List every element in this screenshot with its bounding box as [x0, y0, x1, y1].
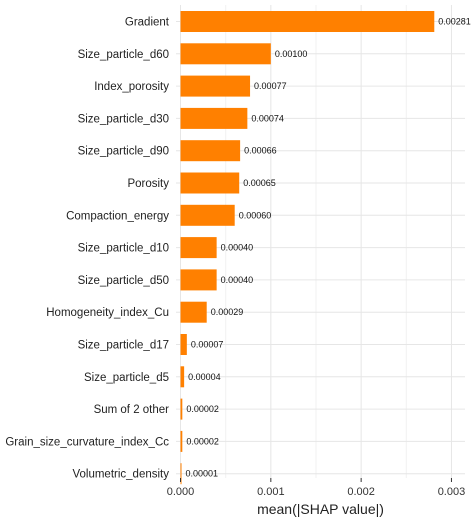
- x-tick-label-1: 0.001: [257, 486, 285, 498]
- bar-4: [180, 140, 241, 162]
- category-label-0: Gradient: [125, 17, 170, 29]
- x-tick-label-0: 0.000: [167, 486, 195, 498]
- value-label-2: 0.00077: [254, 81, 287, 91]
- bar-13: [180, 430, 183, 452]
- bar-9: [180, 301, 207, 323]
- category-label-12: Sum of 2 other: [94, 404, 170, 416]
- bar-10: [180, 334, 187, 355]
- bar-0: [180, 11, 435, 32]
- category-label-2: Index_porosity: [94, 81, 169, 93]
- bar-8: [180, 269, 217, 291]
- x-axis: 0.000 0.001 0.002 0.003: [167, 478, 465, 498]
- category-label-5: Porosity: [127, 178, 169, 190]
- category-label-1: Size_particle_d60: [78, 49, 169, 61]
- x-tick-label-2: 0.002: [347, 486, 375, 498]
- bars: [180, 11, 435, 485]
- bar-5: [180, 172, 240, 194]
- bar-14: [180, 463, 182, 485]
- bar-7: [180, 237, 217, 259]
- value-label-10: 0.00007: [191, 340, 224, 350]
- bar-1: [180, 43, 271, 65]
- x-tick-label-3: 0.003: [438, 486, 466, 498]
- category-label-7: Size_particle_d10: [78, 243, 169, 255]
- value-label-5: 0.00065: [243, 178, 276, 188]
- value-labels: 0.00281 0.00100 0.00077 0.00074 0.00066 0.000…: [186, 17, 471, 479]
- value-label-13: 0.00002: [186, 436, 219, 446]
- category-label-13: Grain_size_curvature_index_Cc: [5, 436, 169, 448]
- category-label-14: Volumetric_density: [72, 469, 169, 481]
- x-axis-title: mean(|SHAP value|): [257, 501, 384, 517]
- category-labels: Gradient Size_particle_d60 Index_porosity S…: [5, 17, 169, 481]
- value-label-1: 0.00100: [275, 49, 308, 59]
- value-label-12: 0.00002: [186, 404, 219, 414]
- bar-12: [180, 398, 183, 420]
- value-label-14: 0.00001: [186, 469, 219, 479]
- category-label-3: Size_particle_d30: [78, 113, 169, 125]
- category-label-10: Size_particle_d17: [78, 340, 169, 352]
- value-label-3: 0.00074: [251, 113, 284, 123]
- value-label-8: 0.00040: [221, 275, 254, 285]
- value-label-9: 0.00029: [211, 307, 244, 317]
- bar-2: [180, 75, 251, 97]
- category-label-9: Homogeneity_index_Cu: [46, 307, 169, 319]
- bar-11: [180, 366, 185, 388]
- bar-6: [180, 204, 235, 226]
- category-label-11: Size_particle_d5: [84, 372, 169, 384]
- category-label-8: Size_particle_d50: [78, 275, 169, 287]
- value-label-0: 0.00281: [438, 17, 471, 27]
- value-label-7: 0.00040: [221, 243, 254, 253]
- value-label-11: 0.00004: [188, 372, 221, 382]
- value-label-6: 0.00060: [239, 210, 272, 220]
- value-label-4: 0.00066: [244, 146, 277, 156]
- bar-3: [180, 107, 248, 129]
- category-label-6: Compaction_energy: [66, 210, 169, 222]
- category-label-4: Size_particle_d90: [78, 146, 169, 158]
